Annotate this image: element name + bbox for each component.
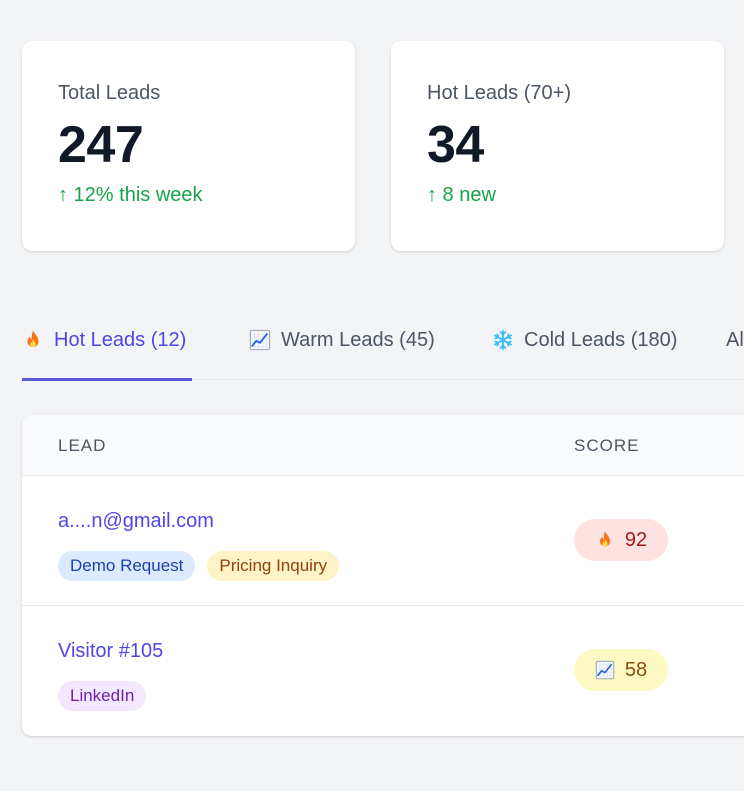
tag-badge: Demo Request [58, 551, 196, 581]
tag-badge: LinkedIn [58, 681, 147, 711]
chart-increasing-icon [595, 660, 615, 680]
tab-hot-leads[interactable]: Hot Leads (12) [22, 300, 193, 381]
tab-all-leads[interactable]: Al [726, 300, 744, 380]
table-row[interactable]: a....n@gmail.com Demo Request Pricing In… [22, 476, 744, 606]
column-header-score[interactable]: SCORE [574, 436, 640, 455]
tab-label: Cold Leads (180) [524, 328, 678, 351]
fire-icon [599, 531, 610, 547]
table-row[interactable]: Visitor #105 LinkedIn 58 [22, 606, 744, 736]
chart-increasing-icon [249, 329, 271, 351]
stat-card-total-leads: Total Leads 247 ↑ 12% this week [22, 41, 355, 251]
stat-change: ↑ 12% this week [58, 184, 203, 206]
column-header-lead[interactable]: LEAD [58, 436, 107, 455]
stat-value: 247 [58, 116, 144, 174]
leads-table: LEAD SCORE a....n@gmail.com Demo Request… [22, 415, 744, 736]
tab-label: Hot Leads (12) [54, 328, 187, 351]
lead-tags: Demo Request Pricing Inquiry [58, 551, 340, 581]
stat-label: Hot Leads (70+) [427, 82, 571, 104]
tag-badge: Pricing Inquiry [207, 551, 340, 581]
score-value: 58 [624, 658, 648, 681]
lead-name-link[interactable]: Visitor #105 [58, 640, 164, 662]
tab-cold-leads[interactable]: Cold Leads (180) [492, 300, 677, 380]
fire-icon [27, 330, 39, 348]
score-badge: 92 [574, 519, 668, 561]
score-value: 92 [624, 528, 648, 551]
tab-warm-leads[interactable]: Warm Leads (45) [249, 300, 435, 380]
lead-name-link[interactable]: a....n@gmail.com [58, 510, 214, 532]
snowflake-icon [494, 329, 512, 351]
tab-label: Warm Leads (45) [281, 328, 435, 351]
stat-change: ↑ 8 new [427, 184, 496, 206]
lead-tags: LinkedIn [58, 681, 147, 711]
score-badge: 58 [574, 649, 668, 691]
table-header: LEAD SCORE [22, 415, 744, 476]
lead-tabs: Hot Leads (12) Warm Leads (45) Cold Lead… [22, 300, 744, 381]
stat-value: 34 [427, 116, 484, 174]
stat-card-hot-leads: Hot Leads (70+) 34 ↑ 8 new [391, 41, 724, 251]
stat-label: Total Leads [58, 82, 161, 104]
tab-label: Al [726, 328, 744, 351]
